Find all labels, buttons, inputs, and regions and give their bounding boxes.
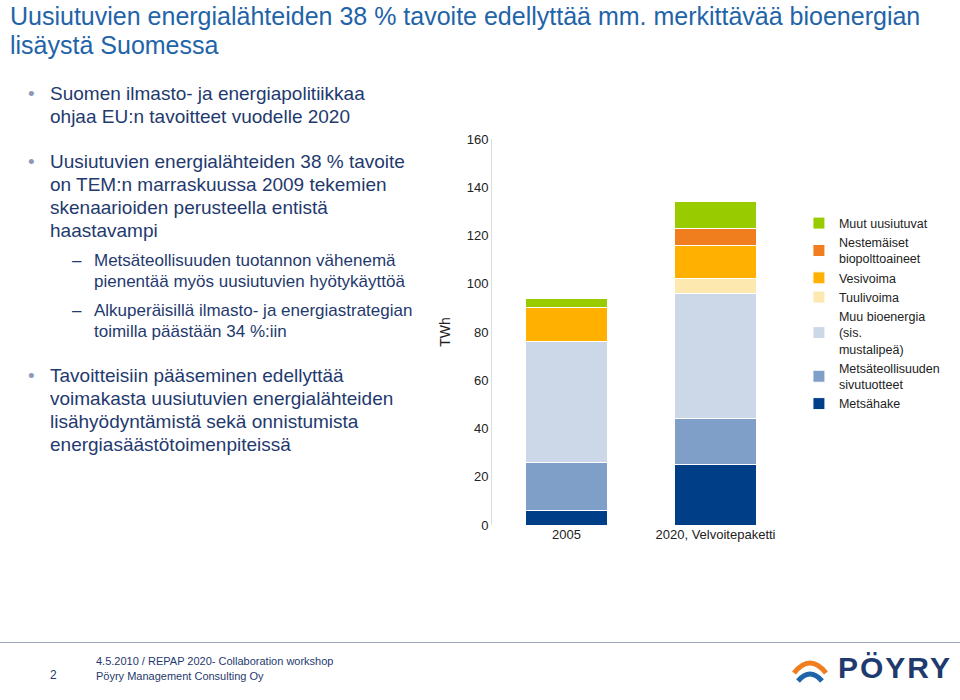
svg-text:Muut uusiutuvat: Muut uusiutuvat bbox=[839, 217, 928, 231]
svg-text:TWh: TWh bbox=[437, 317, 453, 347]
svg-text:2005: 2005 bbox=[552, 527, 581, 542]
svg-text:120: 120 bbox=[467, 228, 489, 243]
svg-text:2020, Velvoitepaketti: 2020, Velvoitepaketti bbox=[656, 527, 776, 542]
html-text:Suomen ilmasto- ja energiapoli: Suomen ilmasto- ja energiapolitiikkaa oh… bbox=[50, 83, 365, 127]
svg-text:0: 0 bbox=[481, 518, 488, 533]
svg-text:100: 100 bbox=[467, 276, 489, 291]
svg-text:20: 20 bbox=[474, 469, 488, 484]
svg-text:140: 140 bbox=[467, 180, 489, 195]
svg-text:80: 80 bbox=[474, 325, 488, 340]
html-text:2: 2 bbox=[50, 668, 57, 682]
html-text:Tavoitteisiin pääseminen edell: Tavoitteisiin pääseminen edellyttää voim… bbox=[50, 365, 394, 455]
html-text:Alkuperäisillä ilmasto- ja ene: Alkuperäisillä ilmasto- ja energiastrate… bbox=[94, 301, 413, 341]
svg-text:60: 60 bbox=[474, 373, 488, 388]
html-text:PÖYRY: PÖYRY bbox=[838, 651, 952, 684]
html-text:Uusiutuvien energialähteiden 3: Uusiutuvien energialähteiden 38 % tavoit… bbox=[10, 2, 921, 59]
svg-text:Metsähake: Metsähake bbox=[839, 397, 900, 411]
svg-text:Muu bioenergia(sis.mustalipeä): Muu bioenergia(sis.mustalipeä) bbox=[839, 310, 925, 357]
html-text:4.5.2010 / REPAP 2020- Collabo: 4.5.2010 / REPAP 2020- Collaboration wor… bbox=[96, 655, 334, 667]
svg-text:160: 160 bbox=[467, 132, 489, 147]
svg-text:Nestemäisetbiopolttoaineet: Nestemäisetbiopolttoaineet bbox=[839, 236, 921, 266]
html-text:Pöyry Management Consulting Oy: Pöyry Management Consulting Oy bbox=[96, 670, 264, 682]
svg-text:Metsäteollisuudensivutuotteet: Metsäteollisuudensivutuotteet bbox=[839, 362, 940, 392]
html-text:Uusiutuvien energialähteiden 3: Uusiutuvien energialähteiden 38 % tavoit… bbox=[50, 151, 405, 241]
svg-text:40: 40 bbox=[474, 421, 488, 436]
svg-text:Vesivoima: Vesivoima bbox=[839, 272, 896, 286]
svg-text:Tuulivoima: Tuulivoima bbox=[839, 291, 899, 305]
html-text:Metsäteollisuuden tuotannon vä: Metsäteollisuuden tuotannon vähenemä pie… bbox=[94, 251, 405, 291]
